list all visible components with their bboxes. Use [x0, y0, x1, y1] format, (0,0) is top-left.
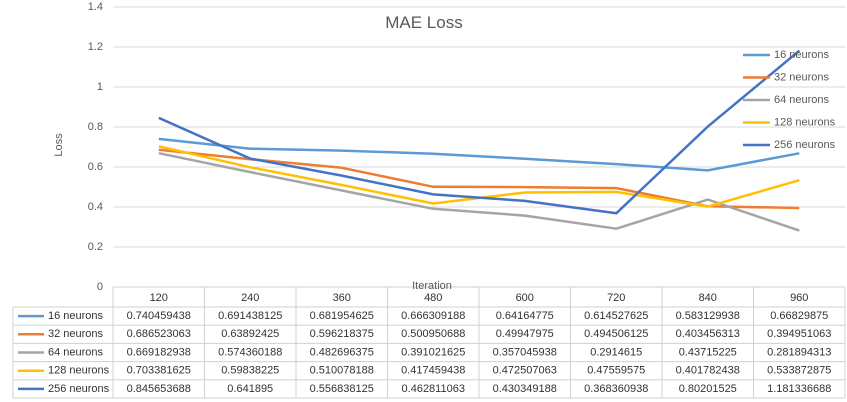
- table-cell-value: 0.430349188: [493, 383, 557, 395]
- table-cell-value: 0.583129938: [676, 310, 740, 322]
- table-cell-value: 0.556838125: [310, 383, 374, 395]
- legend-label: 32 neurons: [774, 71, 830, 83]
- table-cell-value: 0.703381625: [127, 365, 191, 377]
- table-cell-value: 0.574360188: [218, 346, 282, 358]
- table-cell-value: 0.391021625: [401, 346, 465, 358]
- y-tick-layer: 0 0.2 0.4 0.6 0.8 1 1.2 1.4: [88, 1, 103, 293]
- x-tick-label: 240: [241, 292, 259, 304]
- x-axis-label: Iteration: [412, 280, 452, 292]
- x-tick-label: 600: [516, 292, 534, 304]
- table-row-label: 32 neurons: [48, 328, 104, 340]
- table-cell-value: 0.614527625: [584, 310, 648, 322]
- legend-label: 16 neurons: [774, 49, 830, 61]
- table-cell-value: 0.462811063: [402, 383, 465, 395]
- y-tick-label: 1.2: [88, 41, 103, 53]
- table-cell-value: 0.596218375: [310, 328, 374, 340]
- table-cell-value: 0.281894313: [767, 346, 831, 358]
- chart-title: MAE Loss: [385, 13, 462, 32]
- series-line-64-neurons: [158, 151, 800, 232]
- table-cell-value: 0.401782438: [676, 365, 740, 377]
- table-cell-value: 0.368360938: [584, 383, 648, 395]
- table-cell-value: 0.2914615: [590, 346, 642, 358]
- table-row-label: 64 neurons: [48, 346, 104, 358]
- y-tick-label: 0.4: [88, 201, 103, 213]
- table-cell-value: 0.43715225: [679, 346, 737, 358]
- x-tick-label: 360: [333, 292, 351, 304]
- table-row-label: 128 neurons: [48, 365, 110, 377]
- table-cell-value: 0.80201525: [679, 383, 737, 395]
- x-tick-label: 840: [699, 292, 717, 304]
- x-tick-label: 120: [150, 292, 168, 304]
- table-cell-value: 0.641895: [227, 383, 273, 395]
- table-cell-value: 0.533872875: [767, 365, 831, 377]
- table-row-label: 16 neurons: [48, 310, 104, 322]
- legend-label: 128 neurons: [774, 116, 836, 128]
- y-tick-label: 0.2: [88, 241, 103, 253]
- legend-label: 64 neurons: [774, 94, 830, 106]
- table-cell-value: 0.482696375: [310, 346, 374, 358]
- series-line-16-neurons: [158, 137, 800, 172]
- y-tick-label: 0: [97, 281, 103, 293]
- table-cell-value: 0.510078188: [310, 365, 374, 377]
- table-cell-value: 0.49947975: [496, 328, 554, 340]
- table-cell-value: 0.845653688: [127, 383, 191, 395]
- table-cell-value: 0.403456313: [676, 328, 740, 340]
- data-table: 120 240 360 480 600 720 840 960 16 neurons 0.7404…: [12, 292, 845, 399]
- series-line-256-neurons: [158, 49, 801, 215]
- table-cell-value: 0.500950688: [401, 328, 465, 340]
- y-tick-label: 0.6: [88, 161, 103, 173]
- table-cell-value: 0.357045938: [493, 346, 557, 358]
- table-cell-value: 0.686523063: [127, 328, 191, 340]
- table-cell-value: 0.666309188: [401, 310, 465, 322]
- table-cell-value: 0.394951063: [767, 328, 831, 340]
- table-cell-value: 0.472507063: [493, 365, 557, 377]
- table-cell-value: 0.681954625: [310, 310, 374, 322]
- y-tick-label: 0.8: [88, 121, 103, 133]
- table-cell-value: 0.740459438: [127, 310, 191, 322]
- legend: 16 neurons 32 neurons 64 neurons 128 neuron…: [743, 49, 836, 151]
- table-cell-value: 0.64164775: [496, 310, 554, 322]
- table-cell-value: 0.494506125: [584, 328, 648, 340]
- table-cell-value: 1.181336688: [767, 383, 831, 395]
- x-tick-label: 720: [607, 292, 625, 304]
- table-cell-value: 0.669182938: [127, 346, 191, 358]
- y-tick-label: 1: [97, 81, 103, 93]
- legend-label: 256 neurons: [774, 139, 836, 151]
- table-cell-value: 0.417459438: [401, 365, 465, 377]
- y-tick-label: 1.4: [88, 1, 103, 13]
- table-cell-value: 0.59838225: [221, 365, 279, 377]
- table-cell-value: 0.691438125: [218, 310, 282, 322]
- table-cell-value: 0.63892425: [221, 328, 279, 340]
- table-row-label: 256 neurons: [48, 383, 110, 395]
- series-layer: [158, 49, 801, 232]
- y-axis-label: Loss: [53, 133, 65, 157]
- table-cell-value: 0.47559575: [587, 365, 645, 377]
- x-tick-label: 960: [790, 292, 808, 304]
- table-cell-value: 0.66829875: [770, 310, 828, 322]
- x-tick-label: 480: [424, 292, 442, 304]
